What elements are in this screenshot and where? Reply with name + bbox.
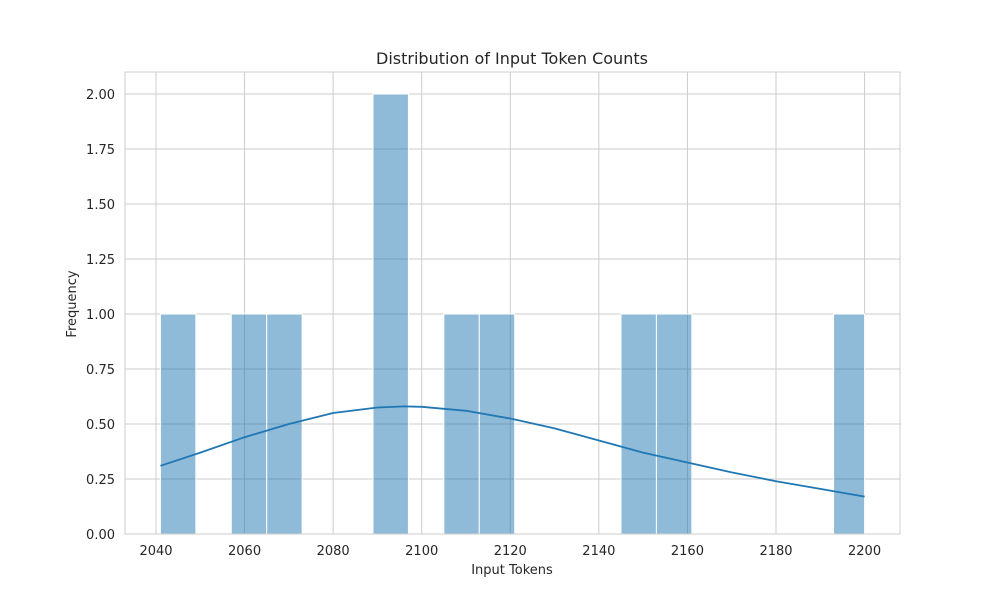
histogram-bar xyxy=(833,313,866,535)
histogram-bar xyxy=(266,313,303,535)
chart-title: Distribution of Input Token Counts xyxy=(376,49,648,68)
histogram-bar xyxy=(443,313,480,535)
x-tick-label: 2120 xyxy=(494,544,527,559)
y-tick-label: 0.00 xyxy=(86,528,115,543)
y-tick-label: 0.50 xyxy=(86,418,115,433)
y-tick-label: 1.25 xyxy=(86,253,115,268)
histogram-bar xyxy=(620,313,657,535)
x-tick-label: 2100 xyxy=(405,544,438,559)
histogram-bars xyxy=(159,93,866,535)
histogram-bar xyxy=(230,313,268,535)
histogram-bar xyxy=(478,313,516,535)
histogram-bar xyxy=(372,93,409,535)
y-tick-label: 1.00 xyxy=(86,308,115,323)
x-tick-label: 2060 xyxy=(228,544,261,559)
x-axis-ticks: 2040 2060 2080 2100 2120 2140 2160 2180 2200 xyxy=(139,544,881,559)
x-tick-label: 2200 xyxy=(848,544,881,559)
x-axis-label: Input Tokens xyxy=(471,563,553,578)
x-tick-label: 2180 xyxy=(759,544,792,559)
y-tick-label: 1.50 xyxy=(86,198,115,213)
y-tick-label: 2.00 xyxy=(86,88,115,103)
kde-curve-layer xyxy=(160,405,865,498)
histogram-bar xyxy=(159,313,197,535)
x-tick-label: 2140 xyxy=(582,544,615,559)
kde-curve xyxy=(160,405,865,498)
y-axis-ticks: 0.00 0.25 0.50 0.75 1.00 1.25 1.50 1.75 2.00 xyxy=(86,88,115,543)
y-tick-label: 0.25 xyxy=(86,473,115,488)
x-tick-label: 2040 xyxy=(139,544,172,559)
y-tick-label: 0.75 xyxy=(86,363,115,378)
plot-frame xyxy=(124,71,901,535)
x-tick-label: 2080 xyxy=(317,544,350,559)
y-axis-label: Frequency xyxy=(65,270,80,337)
histogram-bar xyxy=(655,313,693,535)
x-tick-label: 2160 xyxy=(671,544,704,559)
y-tick-label: 1.75 xyxy=(86,143,115,158)
